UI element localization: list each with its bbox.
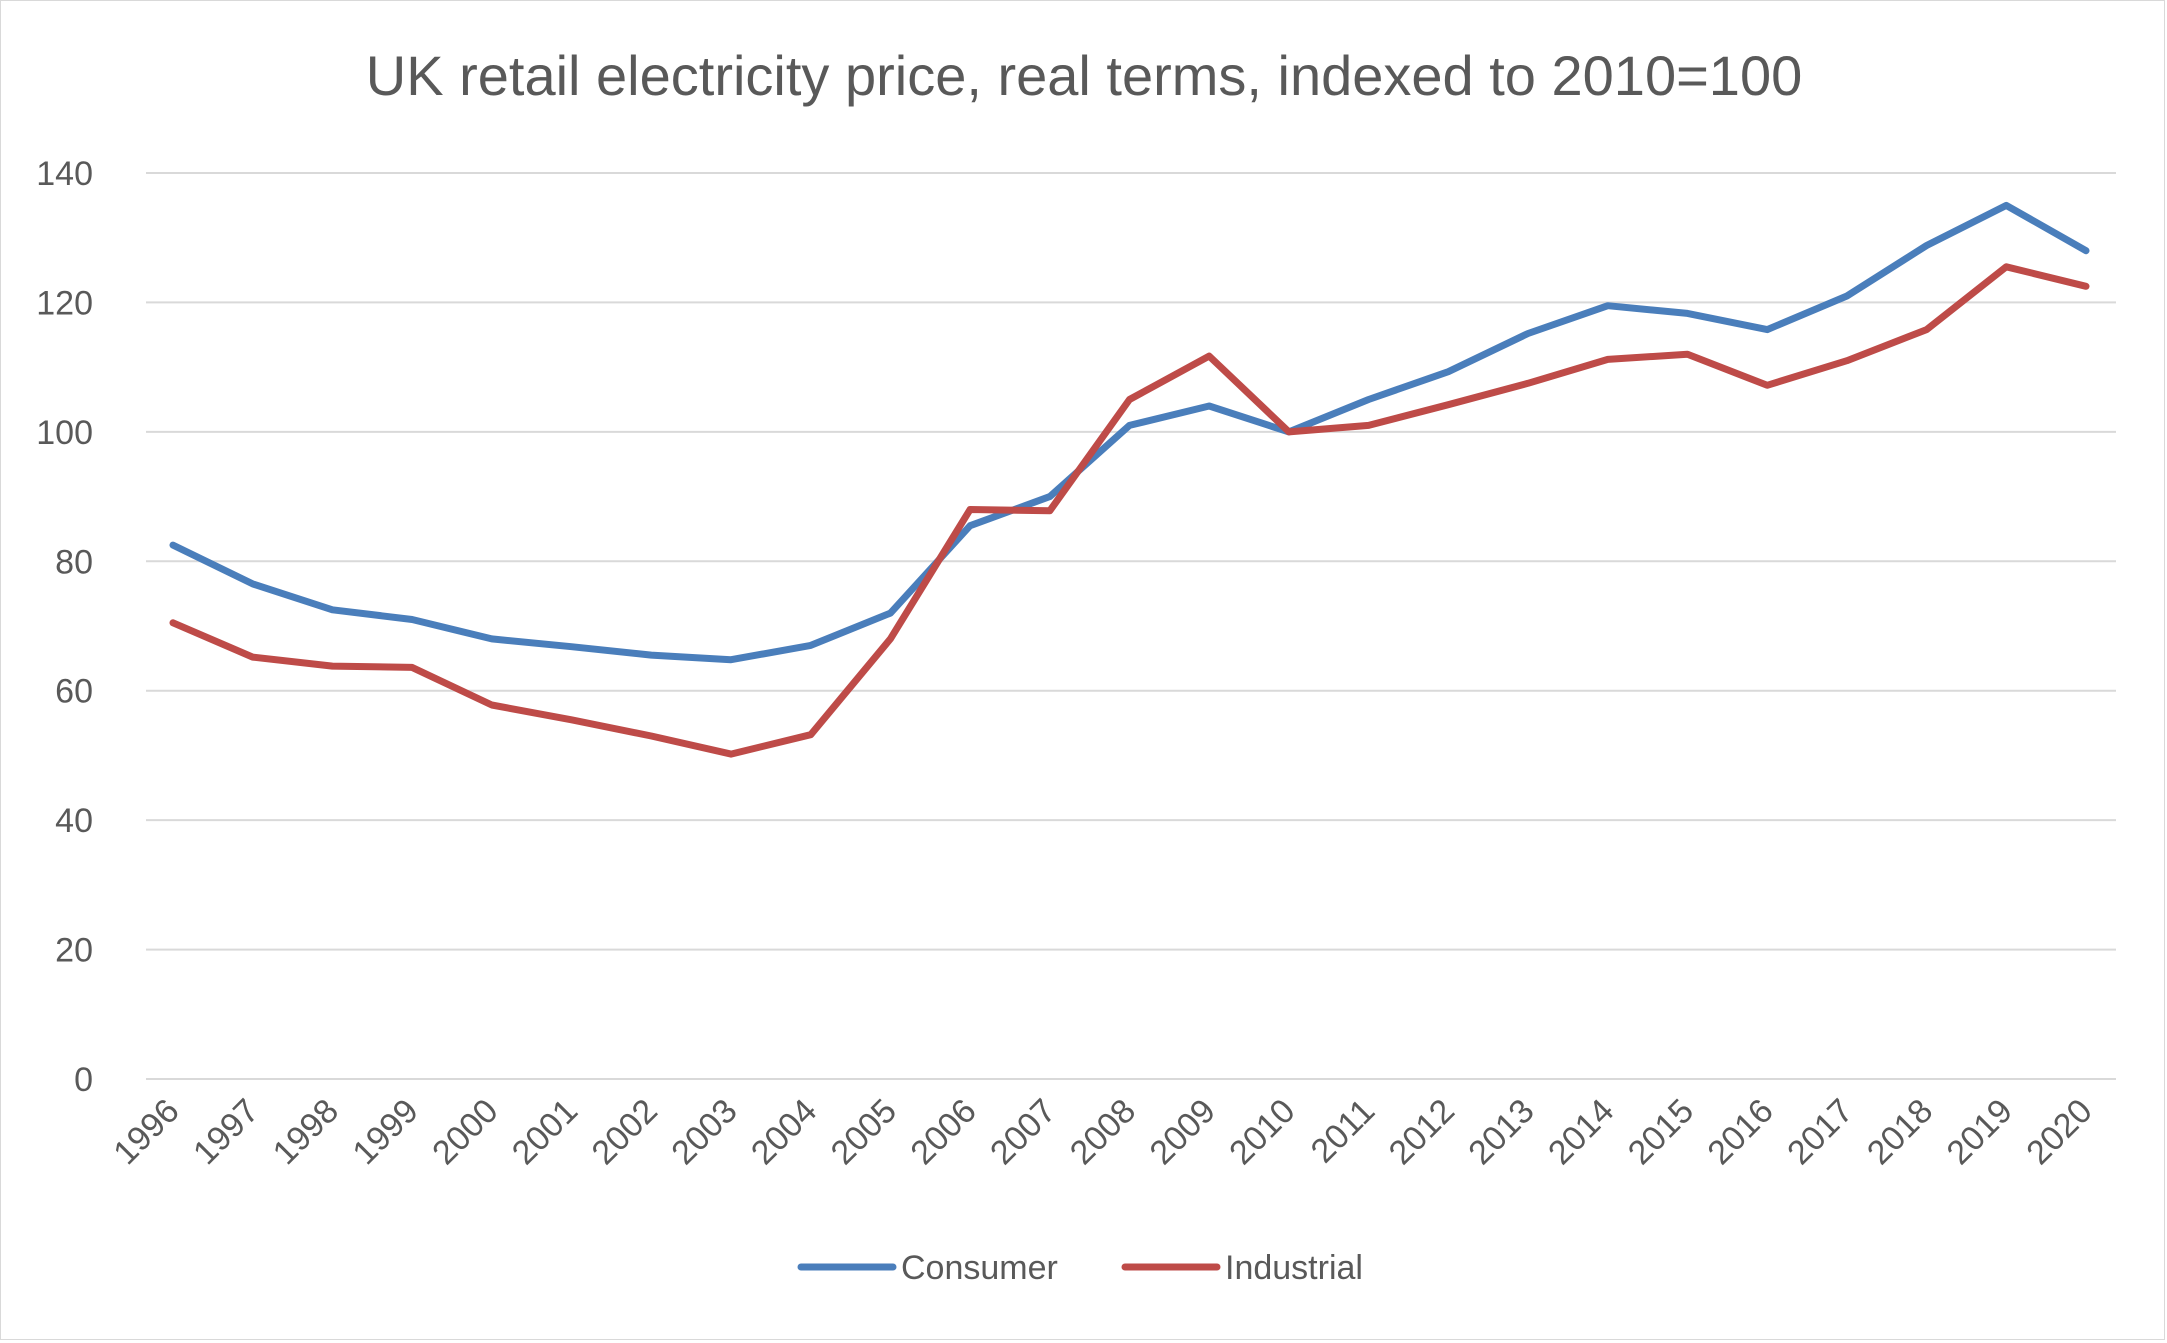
- x-tick-label: 2008: [1063, 1092, 1143, 1172]
- y-tick-label: 0: [74, 1061, 93, 1099]
- x-tick-label: 2000: [425, 1092, 505, 1172]
- x-tick-label: 2018: [1860, 1092, 1940, 1172]
- x-axis-tick-labels: 1996 1997 1998 1999 2000 2001 2002 2003 2004 2005…: [106, 1092, 2099, 1172]
- y-axis-tick-labels: 0 20 40 60 80 100 120 140: [36, 155, 93, 1099]
- x-tick-label: 2002: [585, 1092, 665, 1172]
- series-line-consumer: [169, 201, 2090, 664]
- y-tick-label: 60: [55, 673, 93, 711]
- x-tick-label: 2001: [505, 1092, 585, 1172]
- x-tick-label: 1997: [186, 1092, 266, 1172]
- legend-item-consumer[interactable]: Consumer: [797, 1249, 1058, 1287]
- x-tick-label: 2006: [903, 1092, 983, 1172]
- x-tick-label: 2012: [1382, 1092, 1462, 1172]
- y-tick-label: 100: [36, 414, 93, 452]
- x-tick-label: 2011: [1304, 1092, 1383, 1171]
- x-tick-label: 2015: [1621, 1092, 1701, 1172]
- legend-label-consumer: Consumer: [901, 1249, 1058, 1287]
- x-tick-label: 2013: [1461, 1092, 1541, 1172]
- x-tick-label: 2019: [1940, 1092, 2020, 1172]
- legend[interactable]: Consumer Industrial: [797, 1249, 1363, 1287]
- y-tick-label: 40: [55, 802, 93, 840]
- x-tick-label: 2004: [744, 1092, 824, 1172]
- x-tick-label: 2007: [983, 1092, 1063, 1172]
- y-tick-label: 80: [55, 543, 93, 581]
- gridlines: [146, 172, 2116, 1080]
- chart-title: UK retail electricity price, real terms,…: [366, 44, 1802, 107]
- y-tick-label: 140: [36, 155, 93, 193]
- x-tick-label: 2016: [1700, 1092, 1780, 1172]
- x-tick-label: 2017: [1780, 1092, 1860, 1172]
- x-tick-label: 1999: [345, 1092, 425, 1172]
- x-tick-label: 2010: [1222, 1092, 1302, 1172]
- series-lines: [169, 201, 2090, 758]
- legend-label-industrial: Industrial: [1225, 1249, 1363, 1287]
- x-tick-label: 2014: [1541, 1092, 1621, 1172]
- x-tick-label: 2003: [664, 1092, 744, 1172]
- x-tick-label: 2020: [2019, 1092, 2099, 1172]
- x-tick-label: 2009: [1143, 1092, 1223, 1172]
- x-tick-label: 2005: [824, 1092, 904, 1172]
- y-tick-label: 20: [55, 932, 93, 970]
- series-line-industrial: [169, 263, 2090, 758]
- x-tick-label: 1996: [106, 1092, 186, 1172]
- x-tick-label: 1998: [266, 1092, 346, 1172]
- y-tick-label: 120: [36, 284, 93, 322]
- legend-item-industrial[interactable]: Industrial: [1121, 1249, 1363, 1287]
